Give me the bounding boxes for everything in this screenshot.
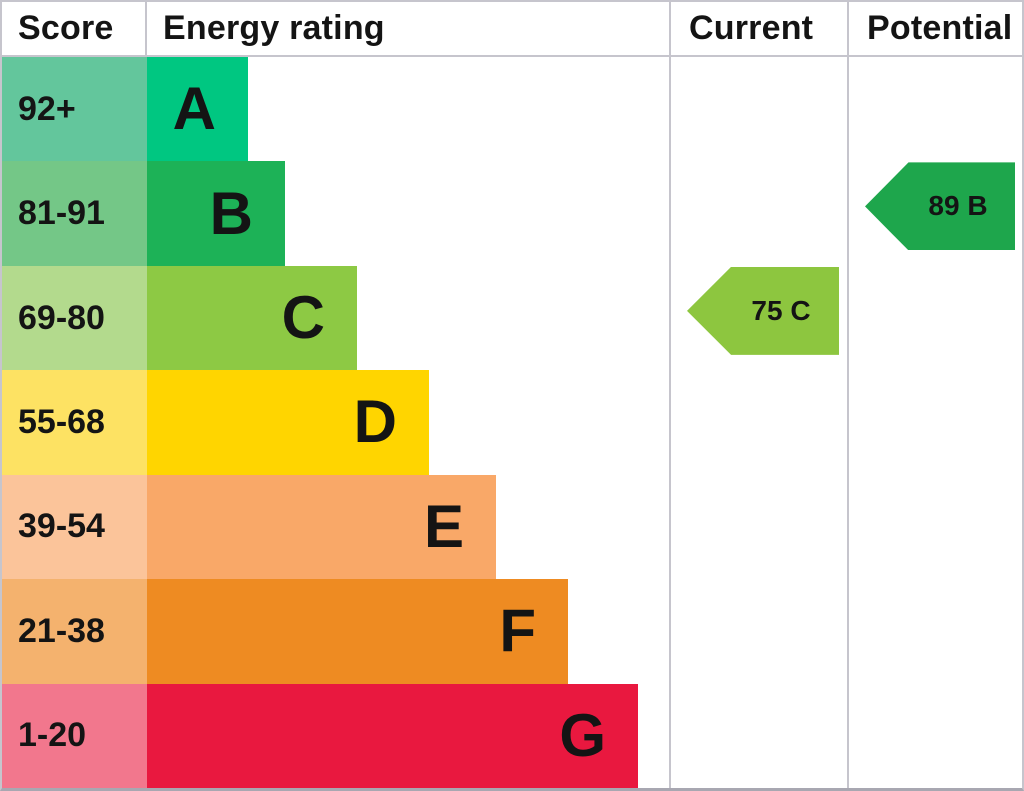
score-range-label: 39-54: [18, 507, 105, 546]
score-range-b: 81-91: [2, 161, 147, 266]
score-range-label: 81-91: [18, 194, 105, 233]
potential-cell-e: [847, 474, 1022, 580]
band-row-d: 55-68 D: [2, 370, 1022, 475]
potential-cell-d: [847, 370, 1022, 475]
score-range-a: 92+: [2, 57, 147, 162]
energy-cell-c: C: [147, 265, 669, 371]
band-letter-g: G: [559, 701, 606, 769]
band-letter-d: D: [353, 388, 397, 456]
score-range-label: 69-80: [18, 298, 105, 337]
current-cell-a: [669, 57, 847, 162]
potential-cell-b: 89 B: [847, 161, 1022, 266]
energy-cell-e: E: [147, 474, 669, 580]
band-letter-a: A: [172, 75, 216, 143]
energy-cell-b: B: [147, 161, 669, 266]
band-row-f: 21-38 F: [2, 579, 1022, 684]
current-rating-arrow: 75 C: [687, 266, 839, 355]
score-range-e: 39-54: [2, 474, 147, 580]
energy-cell-f: F: [147, 579, 669, 684]
band-bar-f: F: [147, 579, 568, 684]
band-bar-e: E: [147, 474, 496, 580]
band-row-e: 39-54 E: [2, 474, 1022, 580]
score-range-label: 1-20: [18, 716, 87, 755]
header-score: Score: [2, 2, 147, 55]
current-cell-g: [669, 683, 847, 788]
score-range-label: 92+: [18, 89, 76, 128]
score-range-d: 55-68: [2, 370, 147, 475]
current-cell-e: [669, 474, 847, 580]
score-range-g: 1-20: [2, 683, 147, 788]
band-letter-f: F: [499, 597, 536, 665]
band-row-g: 1-20 G: [2, 683, 1022, 788]
potential-cell-f: [847, 579, 1022, 684]
score-range-f: 21-38: [2, 579, 147, 684]
score-range-c: 69-80: [2, 265, 147, 371]
band-row-a: 92+ A: [2, 57, 1022, 162]
potential-cell-g: [847, 683, 1022, 788]
energy-cell-d: D: [147, 370, 669, 475]
current-cell-f: [669, 579, 847, 684]
score-range-label: 55-68: [18, 402, 105, 441]
energy-cell-a: A: [147, 57, 669, 162]
energy-cell-g: G: [147, 683, 669, 788]
band-row-b: 81-91 B 89 B: [2, 161, 1022, 266]
table-header: Score Energy rating Current Potential: [2, 2, 1022, 57]
potential-cell-a: [847, 57, 1022, 162]
score-range-label: 21-38: [18, 611, 105, 650]
band-bar-g: G: [147, 683, 638, 788]
band-row-c: 69-80 C 75 C: [2, 265, 1022, 371]
current-cell-c: 75 C: [669, 265, 847, 371]
potential-rating-label: 89 B: [928, 190, 988, 222]
band-bar-c: C: [147, 265, 357, 371]
band-bar-a: A: [147, 57, 248, 162]
band-letter-c: C: [281, 284, 325, 352]
current-cell-d: [669, 370, 847, 475]
band-bar-b: B: [147, 161, 285, 266]
band-letter-b: B: [209, 179, 253, 247]
current-rating-label: 75 C: [751, 294, 811, 326]
potential-cell-c: [847, 265, 1022, 371]
header-current: Current: [669, 2, 847, 55]
band-letter-e: E: [423, 492, 464, 560]
potential-rating-arrow: 89 B: [865, 162, 1015, 251]
band-bar-d: D: [147, 370, 429, 475]
header-energy-rating: Energy rating: [163, 9, 385, 47]
header-potential: Potential: [847, 2, 1022, 55]
current-cell-b: [669, 161, 847, 266]
